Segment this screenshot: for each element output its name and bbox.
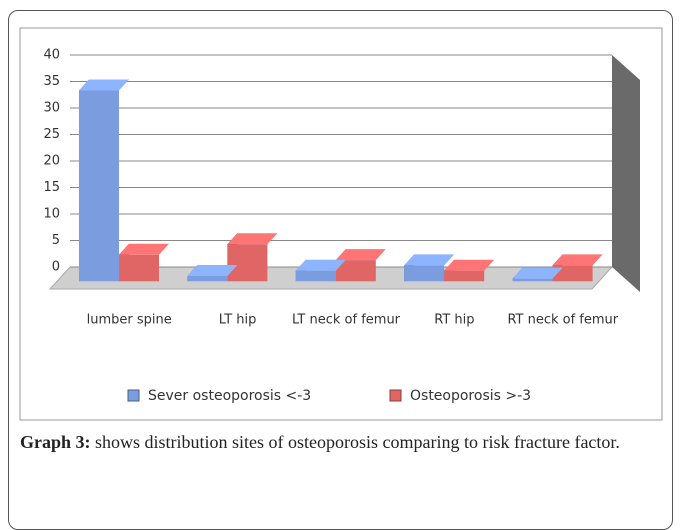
bar-top <box>227 233 278 245</box>
bar <box>79 90 119 282</box>
chart-border <box>19 27 663 421</box>
bar-top <box>119 243 169 255</box>
x-tick-label: RT hip <box>434 313 474 328</box>
bar <box>227 244 268 282</box>
bar <box>444 270 485 282</box>
side-wall <box>612 55 640 292</box>
bar-top <box>512 267 563 279</box>
x-tick-label: LT hip <box>219 313 257 328</box>
bar <box>335 260 376 282</box>
bar <box>295 270 336 282</box>
bar <box>512 278 553 282</box>
y-tick-label: 30 <box>43 101 60 116</box>
caption: Graph 3: shows distribution sites of ost… <box>20 430 665 455</box>
legend-swatch <box>127 389 140 402</box>
y-tick-label: 5 <box>52 233 60 248</box>
y-tick-label: 10 <box>43 207 60 222</box>
y-tick-label: 15 <box>43 180 60 195</box>
legend-label: Osteoporosis >-3 <box>410 388 531 404</box>
bar-top <box>404 254 455 266</box>
chart: 0 5 10 15 20 25 30 35 40 lumber spine LT hip LT nec… <box>19 27 663 421</box>
caption-label: Graph 3: <box>20 432 91 452</box>
legend-swatch <box>389 389 402 402</box>
y-tick-label: 35 <box>43 74 60 89</box>
x-tick-label: RT neck of femur <box>507 313 618 328</box>
caption-text: shows distribution sites of osteoporosis… <box>95 432 620 452</box>
y-tick-label: 40 <box>43 48 60 63</box>
bar <box>119 254 159 282</box>
legend-label: Sever osteoporosis <-3 <box>148 388 311 404</box>
y-tick-label: 20 <box>43 154 60 169</box>
y-tick-label: 0 <box>52 260 60 275</box>
bar-top <box>295 259 346 271</box>
bar-top <box>187 265 238 276</box>
bar-top <box>335 249 386 261</box>
bar-top <box>552 254 603 266</box>
bar-top <box>444 259 495 271</box>
y-tick-label: 25 <box>43 127 60 142</box>
bar <box>552 265 593 282</box>
bar-top <box>79 79 129 91</box>
x-tick-label: LT neck of femur <box>292 313 401 328</box>
bar <box>404 265 445 282</box>
bar <box>187 276 228 282</box>
x-tick-label: lumber spine <box>87 313 172 328</box>
